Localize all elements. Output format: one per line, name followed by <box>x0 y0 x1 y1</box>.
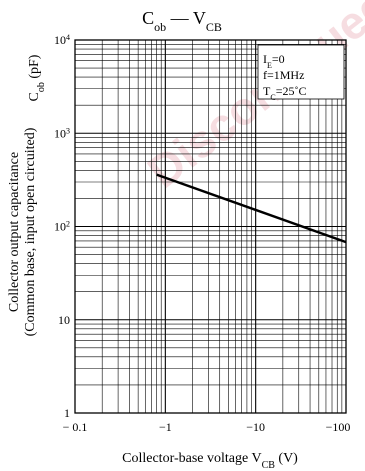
y-tick-label: 10 <box>58 313 70 327</box>
y-tick-labels: 1 10 102 103 104 <box>54 33 70 421</box>
svg-text:Cob (pF): Cob (pF) <box>27 54 47 101</box>
y-tick-label: 1 <box>64 406 70 420</box>
y-tick-label: 104 <box>54 33 70 48</box>
y-axis-label: Collector output capacitance (Common bas… <box>7 127 38 336</box>
conditions-box: IE=0 f=1MHz TC=25˚C <box>257 44 345 102</box>
x-axis-label: Collector-base voltage VCB (V) <box>122 451 298 471</box>
plot-frame <box>74 39 347 414</box>
series-line <box>156 173 347 244</box>
y-axis-label-line1: Collector output capacitance <box>7 152 22 312</box>
x-tick-label: −10 <box>246 420 265 434</box>
y-tick-label: 103 <box>54 126 70 141</box>
condition-temp: TC=25˚C <box>263 84 306 102</box>
x-tick-labels: − 0.1 −1 −10 −100 <box>63 420 351 434</box>
conditions-frame <box>257 44 345 100</box>
condition-ie: IE=0 <box>263 52 285 70</box>
condition-freq: f=1MHz <box>263 68 304 82</box>
x-tick-label: −1 <box>159 420 172 434</box>
x-tick-label: − 0.1 <box>63 420 88 434</box>
x-tick-label: −100 <box>326 420 351 434</box>
cob-curve <box>156 173 347 244</box>
y-tick-label: 102 <box>54 219 70 234</box>
chart-title: Cob — VCB <box>142 8 222 34</box>
y-axis-symbol: Cob (pF) <box>27 54 47 101</box>
y-axis-label-line2: (Common base, input open circuited) <box>23 127 38 336</box>
